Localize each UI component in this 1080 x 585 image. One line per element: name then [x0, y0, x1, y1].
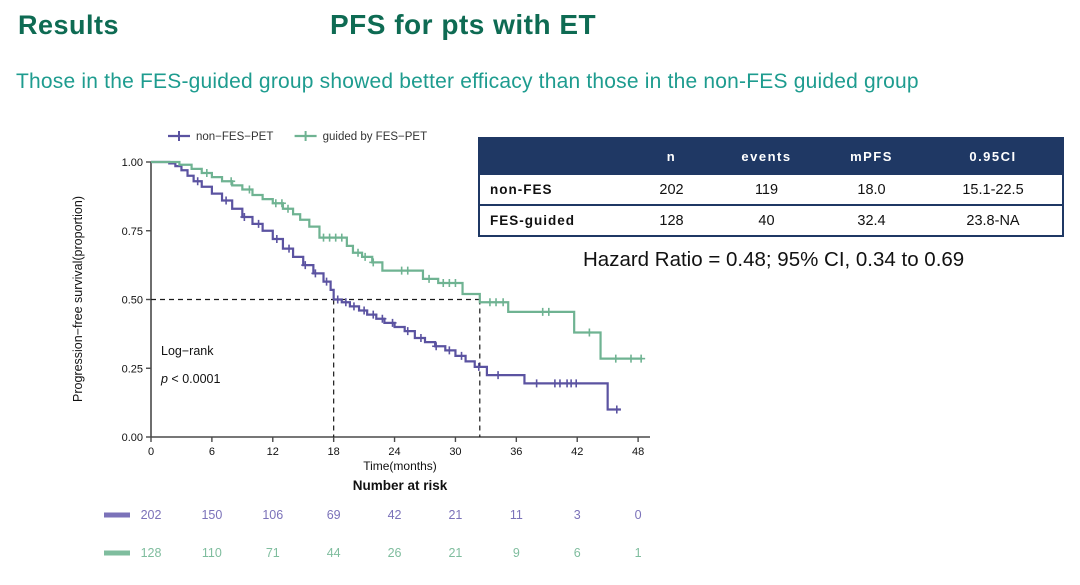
x-tick-label: 12: [267, 446, 279, 458]
cell-mpfs: 18.0: [819, 173, 924, 205]
x-tick-label: 30: [449, 446, 461, 458]
subtitle: Those in the FES-guided group showed bet…: [16, 70, 919, 93]
risk-count: 42: [388, 508, 402, 522]
cell-mpfs: 32.4: [819, 204, 924, 236]
y-axis-title: Progression−free survival(proportion): [71, 196, 85, 402]
col-header-mpfs: mPFS: [819, 138, 924, 174]
x-tick-label: 36: [510, 446, 522, 458]
risk-count: 44: [327, 546, 341, 560]
logrank-label: Log−rank: [161, 344, 214, 358]
risk-count: 106: [262, 508, 283, 522]
risk-count: 69: [327, 508, 341, 522]
km-plot: 0.000.250.500.751.000 6 12 18 24 30 36 42 48Time…: [71, 131, 650, 560]
y-tick-label: 0.50: [122, 295, 143, 307]
summary-table-header-row: n events mPFS 0.95CI: [479, 138, 1063, 174]
x-tick-label: 6: [209, 446, 215, 458]
page-title: PFS for pts with ET: [330, 9, 597, 40]
x-tick-label: 18: [328, 446, 340, 458]
x-tick-label: 42: [571, 446, 583, 458]
risk-count: 0: [635, 508, 642, 522]
risk-count: 202: [141, 508, 162, 522]
x-axis-title: Time(months): [363, 459, 437, 473]
col-header-n: n: [629, 138, 714, 174]
x-tick-label: 24: [388, 446, 400, 458]
risk-count: 1: [635, 546, 642, 560]
legend-label: non−FES−PET: [196, 131, 273, 143]
section-label: Results: [18, 10, 120, 40]
y-tick-label: 0.00: [122, 432, 143, 444]
legend-label: guided by FES−PET: [323, 131, 428, 143]
x-tick-label: 48: [632, 446, 644, 458]
table-row-fes-guided: FES-guided 128 40 32.4 23.8-NA: [479, 204, 1063, 236]
risk-count: 150: [201, 508, 222, 522]
x-tick-label: 0: [148, 446, 154, 458]
risk-count: 128: [141, 546, 162, 560]
cell-n: 128: [629, 204, 714, 236]
cell-events: 119: [714, 173, 819, 205]
summary-table: n events mPFS 0.95CI non-FES 202 119 18.…: [478, 137, 1064, 237]
table-row-non-fes: non-FES 202 119 18.0 15.1-22.5: [479, 173, 1063, 205]
hazard-ratio-text: Hazard Ratio = 0.48; 95% CI, 0.34 to 0.6…: [583, 248, 965, 271]
row-label: non-FES: [479, 173, 629, 205]
km-curve-fes-guided: [151, 160, 643, 360]
risk-count: 110: [202, 546, 222, 560]
risk-count: 3: [574, 508, 581, 522]
cell-ci: 15.1-22.5: [924, 173, 1063, 205]
col-header-ci: 0.95CI: [924, 138, 1063, 174]
risk-count: 26: [388, 546, 402, 560]
logrank-pvalue: p < 0.0001: [160, 372, 220, 386]
row-label: FES-guided: [479, 204, 629, 236]
y-tick-label: 0.25: [122, 363, 143, 375]
risk-count: 6: [574, 546, 581, 560]
number-at-risk-title: Number at risk: [353, 478, 448, 493]
risk-count: 11: [510, 508, 523, 522]
y-tick-label: 0.75: [122, 226, 143, 238]
risk-count: 71: [266, 546, 280, 560]
risk-count: 9: [513, 546, 520, 560]
risk-count: 21: [448, 546, 462, 560]
cell-events: 40: [714, 204, 819, 236]
cell-ci: 23.8-NA: [924, 204, 1063, 236]
y-tick-label: 1.00: [122, 157, 143, 169]
col-header-empty: [479, 138, 629, 174]
cell-n: 202: [629, 173, 714, 205]
col-header-events: events: [714, 138, 819, 174]
risk-count: 21: [448, 508, 462, 522]
